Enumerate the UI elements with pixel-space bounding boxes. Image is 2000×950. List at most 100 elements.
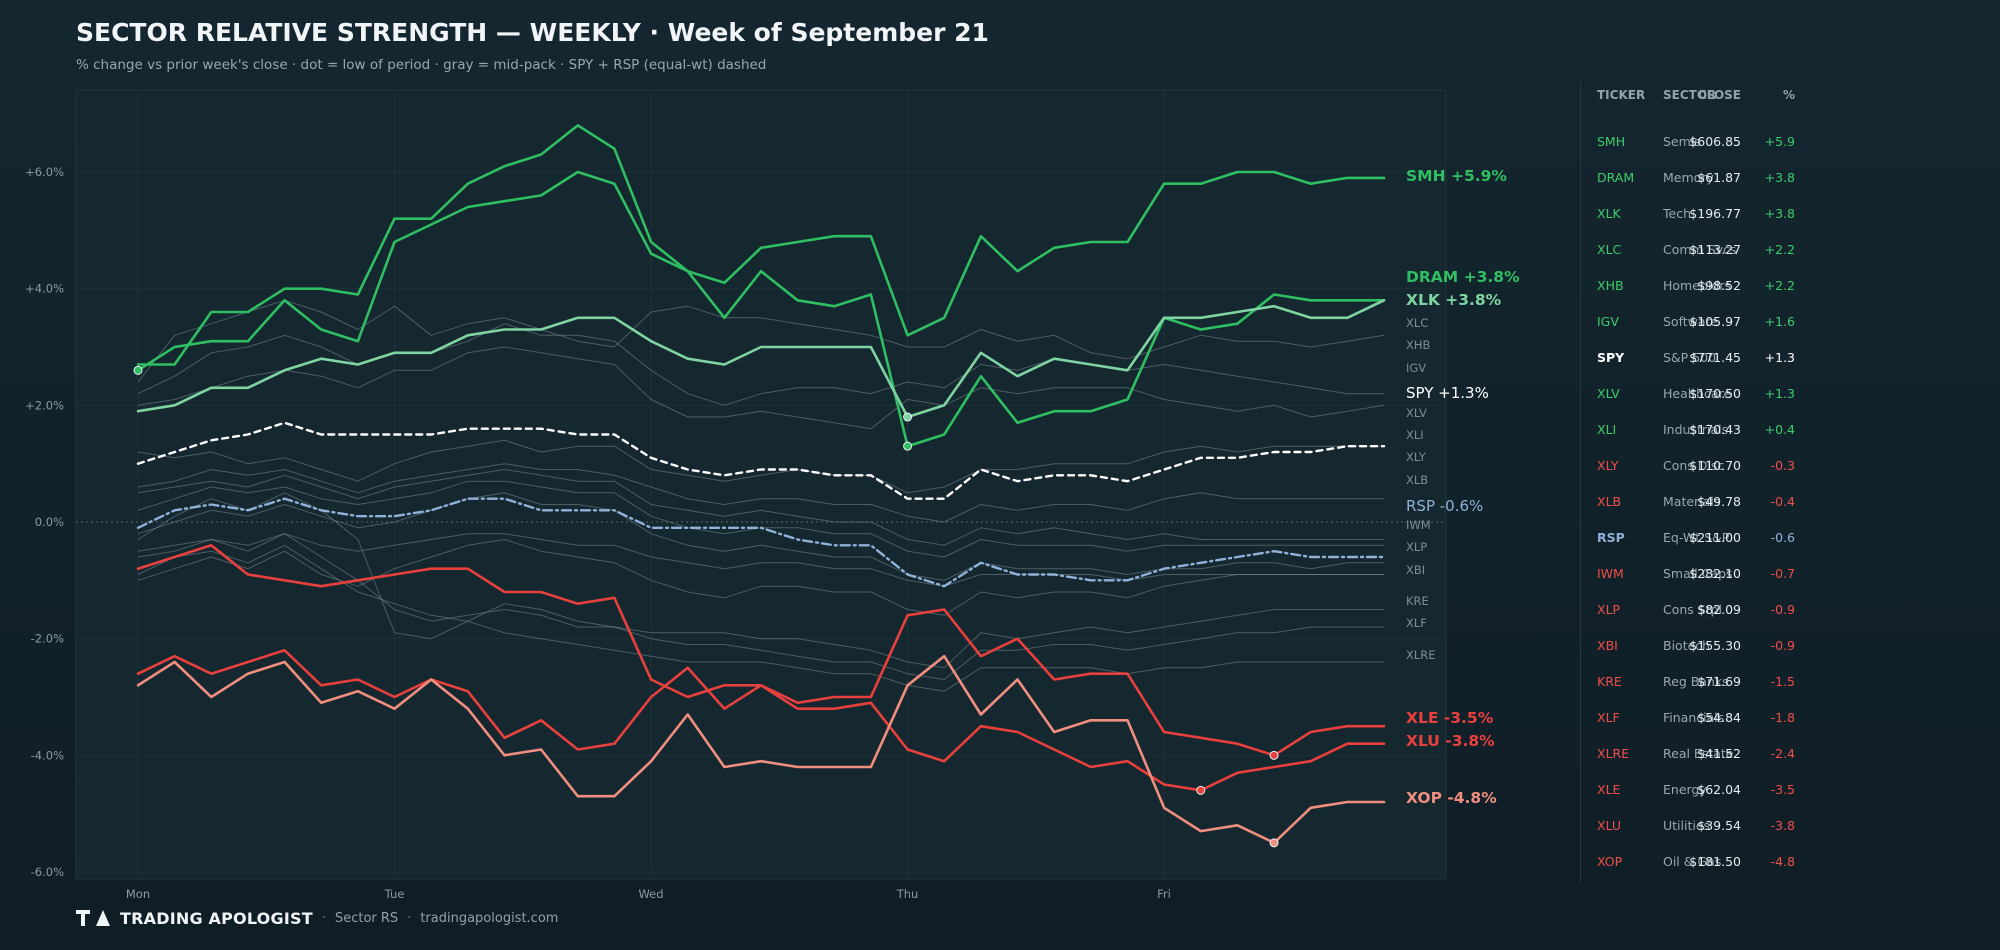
cell-ticker: XHB	[1597, 278, 1624, 293]
midpack-line-igv	[137, 346, 1385, 430]
table-row: IGV Software $105.97 +1.6	[1583, 304, 1853, 340]
cell-pct: -1.8	[1770, 710, 1795, 725]
brand-name: TRADING APOLOGIST	[120, 908, 313, 928]
cell-sector: Semis	[1663, 134, 1701, 149]
table-row: XLRE Real Estate $41.52 -2.4	[1583, 736, 1853, 772]
cell-pct: +2.2	[1764, 278, 1795, 293]
cell-ticker: XLB	[1597, 494, 1622, 509]
cell-ticker: XLE	[1597, 782, 1621, 797]
cell-ticker: SMH	[1597, 134, 1626, 149]
cell-close: $110.70	[1689, 458, 1741, 473]
cell-ticker: XLY	[1597, 458, 1619, 473]
x-tick-label: Tue	[384, 887, 405, 900]
cell-pct: +1.3	[1764, 350, 1795, 365]
midpack-line-iwm	[137, 492, 1384, 581]
series-line-smh	[136, 124, 1386, 366]
table-divider	[1580, 82, 1581, 882]
logo-text: TA	[76, 924, 78, 927]
footer-section: Sector RS	[334, 910, 399, 926]
cell-close: $211.00	[1689, 530, 1741, 545]
midpack-label-xhb: XHB	[1406, 338, 1431, 352]
cell-pct: -1.5	[1770, 674, 1795, 689]
cell-ticker: XLF	[1597, 710, 1620, 725]
footer: TA TRADING APOLOGIST · Sector RS · tradi…	[76, 908, 559, 928]
y-tick-label: -2.0%	[31, 632, 64, 646]
cell-sector: Materials	[1663, 494, 1721, 509]
header-close: CLOSE	[1697, 88, 1741, 102]
table-row: XLI Industrials $170.43 +0.4	[1583, 412, 1853, 448]
midpack-label-xlc: XLC	[1406, 316, 1428, 330]
y-tick-label: 0.0%	[35, 515, 64, 529]
midpack-label-kre: KRE	[1406, 594, 1429, 608]
cell-close: $71.69	[1697, 674, 1741, 689]
cell-sector: Healthcare	[1663, 386, 1732, 401]
series-line-rsp	[136, 497, 1386, 588]
table-row: XOP Oil & Gas $181.50 -4.8	[1583, 844, 1853, 880]
y-tick-label: -4.0%	[31, 748, 64, 762]
y-tick-label: +2.0%	[25, 398, 64, 412]
midpack-label-xlf: XLF	[1406, 616, 1427, 630]
cell-close: $49.78	[1697, 494, 1741, 509]
table-row: XLF Financials $54.84 -1.8	[1583, 700, 1853, 736]
cell-ticker: DRAM	[1597, 170, 1635, 185]
midpack-line-xhb	[137, 323, 1384, 406]
series-line-xlu	[136, 543, 1386, 792]
cell-sector: Software	[1663, 314, 1719, 329]
table-row: XLC Comm Svcs $113.27 +2.2	[1583, 232, 1853, 268]
y-tick-label: +4.0%	[25, 282, 64, 296]
cell-close: $113.27	[1689, 242, 1741, 257]
table-row: SMH Semis $606.85 +5.9	[1583, 124, 1853, 160]
cell-close: $61.87	[1697, 170, 1741, 185]
cell-pct: -3.8	[1770, 818, 1795, 833]
x-tick-label: Wed	[638, 887, 663, 900]
cell-sector: Tech	[1663, 206, 1691, 221]
midpack-line-xlf	[137, 533, 1384, 680]
low-of-period-dot-xlk	[903, 412, 913, 422]
cell-close: $41.52	[1697, 746, 1741, 761]
cell-pct: -2.4	[1770, 746, 1795, 761]
cell-close: $282.10	[1689, 566, 1741, 581]
relative-strength-chart: +6.0% +4.0% +2.0% 0.0% -2.0% -4.0% -6.0% Mon Tue…	[25, 89, 1520, 900]
cell-pct: +0.4	[1764, 422, 1795, 437]
midpack-label-xlb: XLB	[1406, 473, 1428, 487]
cell-sector: Cons Disc	[1663, 458, 1725, 473]
table-row: XBI Biotech $155.30 -0.9	[1583, 628, 1853, 664]
header-pct: %	[1782, 88, 1795, 102]
cell-pct: -0.9	[1770, 602, 1795, 617]
midpack-label-xlre: XLRE	[1406, 648, 1436, 662]
cell-sector: Industrials	[1663, 422, 1729, 437]
cell-ticker: SPY	[1597, 350, 1625, 365]
cell-pct: -4.8	[1770, 854, 1795, 869]
low-of-period-dot-xlu	[1196, 785, 1206, 795]
start-dot-dram	[133, 365, 143, 375]
cell-sector: Biotech	[1663, 638, 1711, 653]
cell-sector: Reg Banks	[1663, 674, 1729, 689]
series-label-dram: DRAM +3.8%	[1406, 268, 1520, 286]
table-row: XHB Homebldrs $98.52 +2.2	[1583, 268, 1853, 304]
midpack-label-xlv: XLV	[1406, 406, 1427, 420]
page-title: SECTOR RELATIVE STRENGTH — WEEKLY · Week…	[76, 18, 989, 47]
cell-sector: Comm Svcs	[1663, 242, 1737, 257]
cell-close: $62.04	[1697, 782, 1741, 797]
midpack-line-kre	[137, 492, 1384, 669]
series-label-spy: SPY +1.3%	[1406, 384, 1489, 402]
cell-ticker: XLI	[1597, 422, 1617, 437]
end-label-layer: XLC XHB IGV XLV XLI XLY XLB IWM XLP XBI KRE XLF XLRE…	[1406, 167, 1520, 807]
cell-sector: Eq-Wt S&P	[1663, 530, 1730, 545]
cell-ticker: XLV	[1597, 386, 1620, 401]
cell-close: $771.45	[1689, 350, 1741, 365]
footer-site[interactable]: tradingapologist.com	[420, 910, 559, 926]
y-tick-label: +6.0%	[25, 165, 64, 179]
cell-pct: +1.3	[1764, 386, 1795, 401]
cell-ticker: XOP	[1597, 854, 1623, 869]
cell-sector: Cons Stpl	[1663, 602, 1723, 617]
cell-pct: -0.6	[1770, 530, 1795, 545]
cell-sector: Memory	[1663, 170, 1714, 185]
cell-pct: -0.4	[1770, 494, 1795, 509]
page-subtitle: % change vs prior week's close · dot = l…	[76, 57, 767, 73]
midpack-line-xly	[137, 469, 1384, 546]
series-line-xlk	[136, 298, 1386, 419]
cell-close: $98.52	[1697, 278, 1741, 293]
midpack-line-xlc	[137, 299, 1385, 383]
low-of-period-dot-xop	[1269, 838, 1279, 848]
